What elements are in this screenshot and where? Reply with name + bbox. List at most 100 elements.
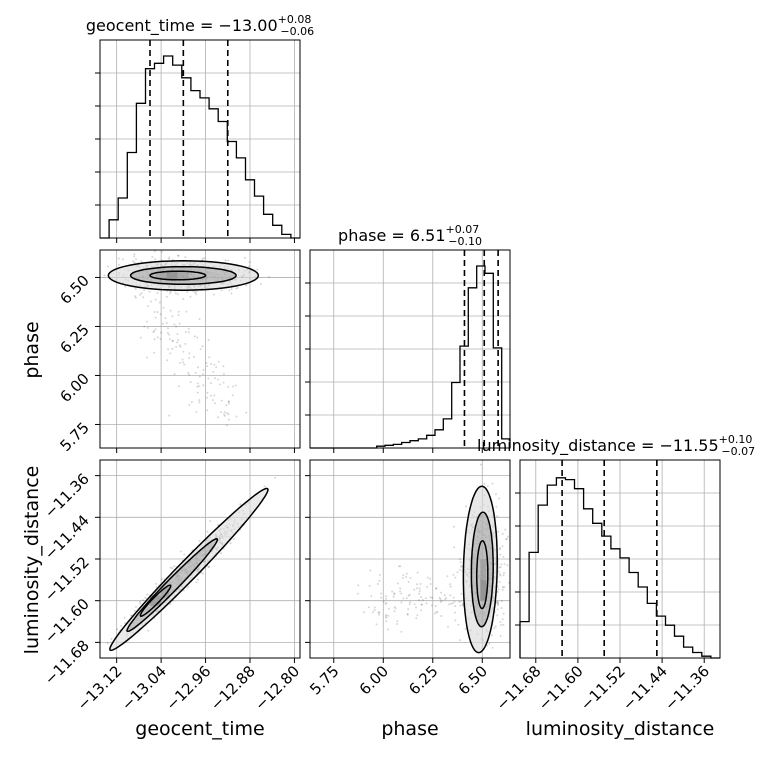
sample-point [367, 606, 370, 609]
sample-point [160, 578, 163, 581]
sample-point [498, 580, 501, 583]
sample-point [440, 615, 443, 617]
sample-point [158, 301, 161, 304]
sample-point [176, 333, 179, 335]
sample-point [227, 402, 230, 405]
sample-point [184, 256, 187, 259]
sample-point [458, 600, 461, 603]
sample-point [387, 628, 389, 631]
sample-point [133, 609, 136, 612]
sample-point [178, 344, 181, 347]
sample-point [370, 595, 373, 598]
sample-point [110, 637, 113, 640]
sample-point [227, 413, 230, 416]
sample-point [447, 625, 449, 628]
sample-point [207, 377, 210, 380]
sample-point [407, 580, 410, 583]
sample-point [154, 328, 157, 331]
sample-point [181, 358, 184, 361]
sample-point [420, 596, 423, 599]
sample-point [147, 629, 150, 632]
sample-point [227, 385, 230, 388]
sample-point [188, 352, 191, 355]
sample-point [140, 260, 143, 263]
sample-point [496, 601, 499, 604]
sample-point [132, 260, 134, 263]
sample-point [450, 602, 452, 605]
sample-point [391, 590, 394, 593]
sample-point [459, 639, 462, 642]
sample-point [505, 538, 508, 541]
contours [107, 260, 260, 291]
sample-point [233, 538, 235, 540]
panel-hist-phase [310, 250, 510, 448]
sample-point [177, 310, 180, 313]
sample-point [486, 644, 489, 647]
sample-point [397, 582, 399, 585]
sample-point [139, 336, 142, 339]
sample-point [429, 583, 432, 585]
sample-point [205, 362, 208, 365]
sample-point [497, 570, 500, 573]
sample-point [176, 254, 179, 257]
x-tick-label: −11.68 [493, 662, 545, 714]
sample-point [187, 245, 189, 247]
sample-point [151, 255, 154, 258]
sample-point [187, 327, 190, 330]
sample-point [357, 584, 360, 587]
sample-point [274, 476, 277, 479]
panel-frame-scatter-geocent-time-vs-luminosity-distance [99, 459, 301, 659]
sample-point [145, 356, 148, 359]
sample-point [496, 608, 499, 611]
sample-point [498, 497, 501, 500]
sample-point [196, 382, 199, 385]
sample-point [207, 566, 210, 568]
sample-point [179, 345, 182, 348]
sample-point [502, 623, 505, 626]
sample-point [236, 286, 239, 289]
sample-point [194, 291, 197, 294]
sample-point [230, 292, 233, 295]
sample-point [202, 384, 205, 387]
sample-point [415, 606, 417, 609]
sample-point [206, 409, 209, 412]
title-phase: phase = 6.51+0.07 −0.10 [338, 223, 482, 248]
sample-point [166, 359, 169, 362]
sample-point [227, 418, 230, 421]
y-tick-label: −11.44 [41, 511, 93, 563]
sample-point [167, 327, 169, 330]
x-tick-label: 6.25 [405, 662, 441, 698]
sample-point [380, 592, 383, 595]
sample-point [405, 572, 408, 575]
sample-point [130, 614, 133, 617]
sample-point [496, 591, 499, 593]
histogram-geocent_time [100, 40, 300, 239]
sample-point [503, 571, 505, 574]
sample-point [382, 600, 385, 603]
sample-point [203, 257, 206, 259]
sample-point [419, 583, 422, 585]
density-scatter-geocent-time-vs-phase [103, 245, 271, 427]
contour-line [475, 540, 489, 610]
sample-point [230, 288, 233, 290]
sample-point [399, 587, 402, 590]
x-tick-label: −12.96 [162, 662, 214, 714]
sample-point [208, 565, 211, 568]
sample-point [169, 309, 172, 312]
sample-point [486, 485, 489, 488]
sample-point [400, 601, 403, 604]
sample-point [189, 381, 192, 384]
sample-point [502, 574, 505, 577]
sample-point [142, 296, 145, 299]
sample-point [413, 603, 416, 606]
sample-point [483, 483, 486, 485]
sample-point [133, 261, 136, 264]
sample-point [167, 348, 169, 351]
sample-point [459, 604, 462, 607]
sample-point [135, 606, 137, 608]
sample-point [263, 485, 266, 488]
sample-point [220, 552, 223, 555]
sample-point [418, 590, 421, 593]
sample-point [213, 293, 215, 296]
sample-point [188, 373, 191, 376]
